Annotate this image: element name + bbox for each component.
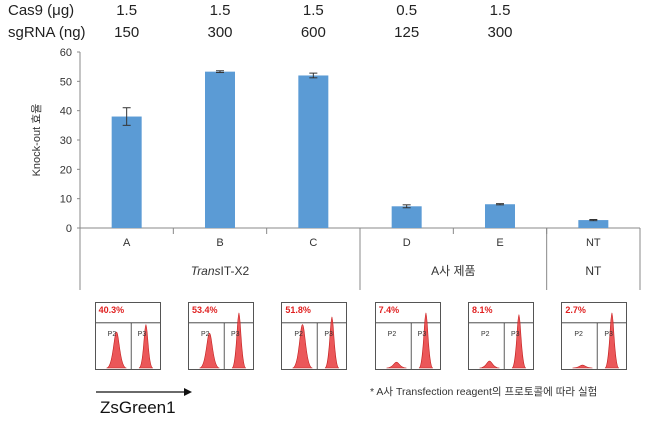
cas9-value: 0.5: [396, 2, 418, 19]
histogram-plot: [375, 312, 440, 369]
knockout-percent-label: 40.3%: [98, 305, 125, 315]
zsgreen-axis-label: ZsGreen1: [100, 398, 176, 417]
gate-label-p3: P3: [324, 331, 333, 338]
x-tick-label: A: [123, 237, 131, 249]
group-label: TransIT-X2: [191, 264, 250, 278]
y-axis-label: Knock-out 효율: [30, 104, 43, 177]
footnote: * A사 Transfection reagent의 프로토콜에 따라 실험: [370, 386, 598, 398]
y-tick-label: 20: [60, 164, 72, 176]
cas9-value: 1.5: [489, 2, 511, 19]
gate-label-p2: P2: [481, 331, 490, 338]
histogram-plot: [189, 312, 253, 369]
x-tick-label: B: [216, 237, 223, 249]
knockout-percent-label: 8.1%: [472, 305, 493, 315]
gate-label-p2: P2: [107, 331, 117, 338]
flow-histogram-panel: 8.1% P2 P3: [468, 302, 534, 370]
flow-histogram-panel: 7.4% P2 P3: [374, 302, 441, 370]
cas9-value: 1.5: [209, 2, 231, 19]
histogram-plot: [95, 322, 160, 369]
flow-histogram-panel: 40.3% P2 P3: [94, 302, 161, 370]
x-tick-label: NT: [586, 237, 601, 249]
bar-nt: [578, 220, 609, 228]
histogram-peaks: [572, 312, 620, 369]
y-tick-label: 30: [60, 135, 72, 147]
bar-c: [298, 75, 329, 228]
flow-histogram-panel: 2.7% P2 P3: [561, 302, 628, 370]
arrow-icon: [96, 388, 192, 396]
y-tick-label: 0: [66, 223, 72, 235]
bar-b: [205, 71, 235, 228]
histogram-peaks: [105, 324, 153, 369]
sgrna-label: sgRNA (ng): [8, 24, 86, 41]
sgrna-value: 300: [487, 24, 513, 41]
sgrna-value: 150: [114, 24, 140, 41]
knockout-bar-chart: 0 10 20 30 40 50 60 Knock-out 효율 A B C D E NT TransIT-…: [30, 47, 641, 290]
histogram-plot: [469, 314, 533, 369]
group-label: A사 제품: [431, 264, 475, 278]
gate-label-p3: P3: [417, 331, 427, 338]
group-label: NT: [585, 264, 602, 278]
gate-label-p3: P3: [137, 331, 147, 338]
x-tick-label: C: [309, 237, 317, 249]
gate-label-p3: P3: [604, 331, 613, 338]
bar-a: [111, 116, 142, 228]
histogram-peaks: [199, 312, 247, 369]
sgrna-value: 125: [394, 24, 420, 41]
histogram-plot: [282, 316, 347, 369]
gate-label-p3: P3: [231, 331, 240, 338]
gate-label-p3: P3: [511, 331, 520, 338]
y-tick-label: 50: [60, 76, 72, 88]
gate-label-p2: P2: [294, 331, 303, 338]
gate-label-p2: P2: [574, 331, 583, 338]
sgrna-value: 300: [207, 24, 233, 41]
flow-histogram-panel: 53.4% P2 P3: [188, 302, 254, 370]
cas9-value: 1.5: [116, 2, 138, 19]
flow-histogram-panel: 51.8% P2 P3: [281, 302, 348, 370]
y-tick-label: 40: [60, 106, 72, 118]
x-tick-label: E: [496, 237, 503, 249]
gate-label-p2: P2: [201, 331, 210, 338]
knockout-percent-label: 53.4%: [192, 305, 218, 315]
y-tick-label: 10: [60, 194, 72, 206]
histogram-plot: [562, 312, 627, 369]
histogram-peaks: [479, 314, 527, 369]
x-tick-label: D: [403, 237, 411, 249]
knockout-percent-label: 51.8%: [285, 305, 311, 315]
knockout-percent-label: 2.7%: [565, 305, 586, 315]
gate-label-p2: P2: [387, 331, 397, 338]
cas9-value: 1.5: [302, 2, 324, 19]
histogram-peaks: [386, 312, 433, 369]
histogram-peaks: [292, 316, 340, 369]
bar-e: [485, 204, 515, 228]
knockout-percent-label: 7.4%: [378, 305, 400, 315]
cas9-label: Cas9 (μg): [8, 2, 75, 19]
bar-d: [391, 206, 422, 228]
y-tick-label: 60: [60, 47, 72, 59]
sgrna-value: 600: [300, 24, 326, 41]
